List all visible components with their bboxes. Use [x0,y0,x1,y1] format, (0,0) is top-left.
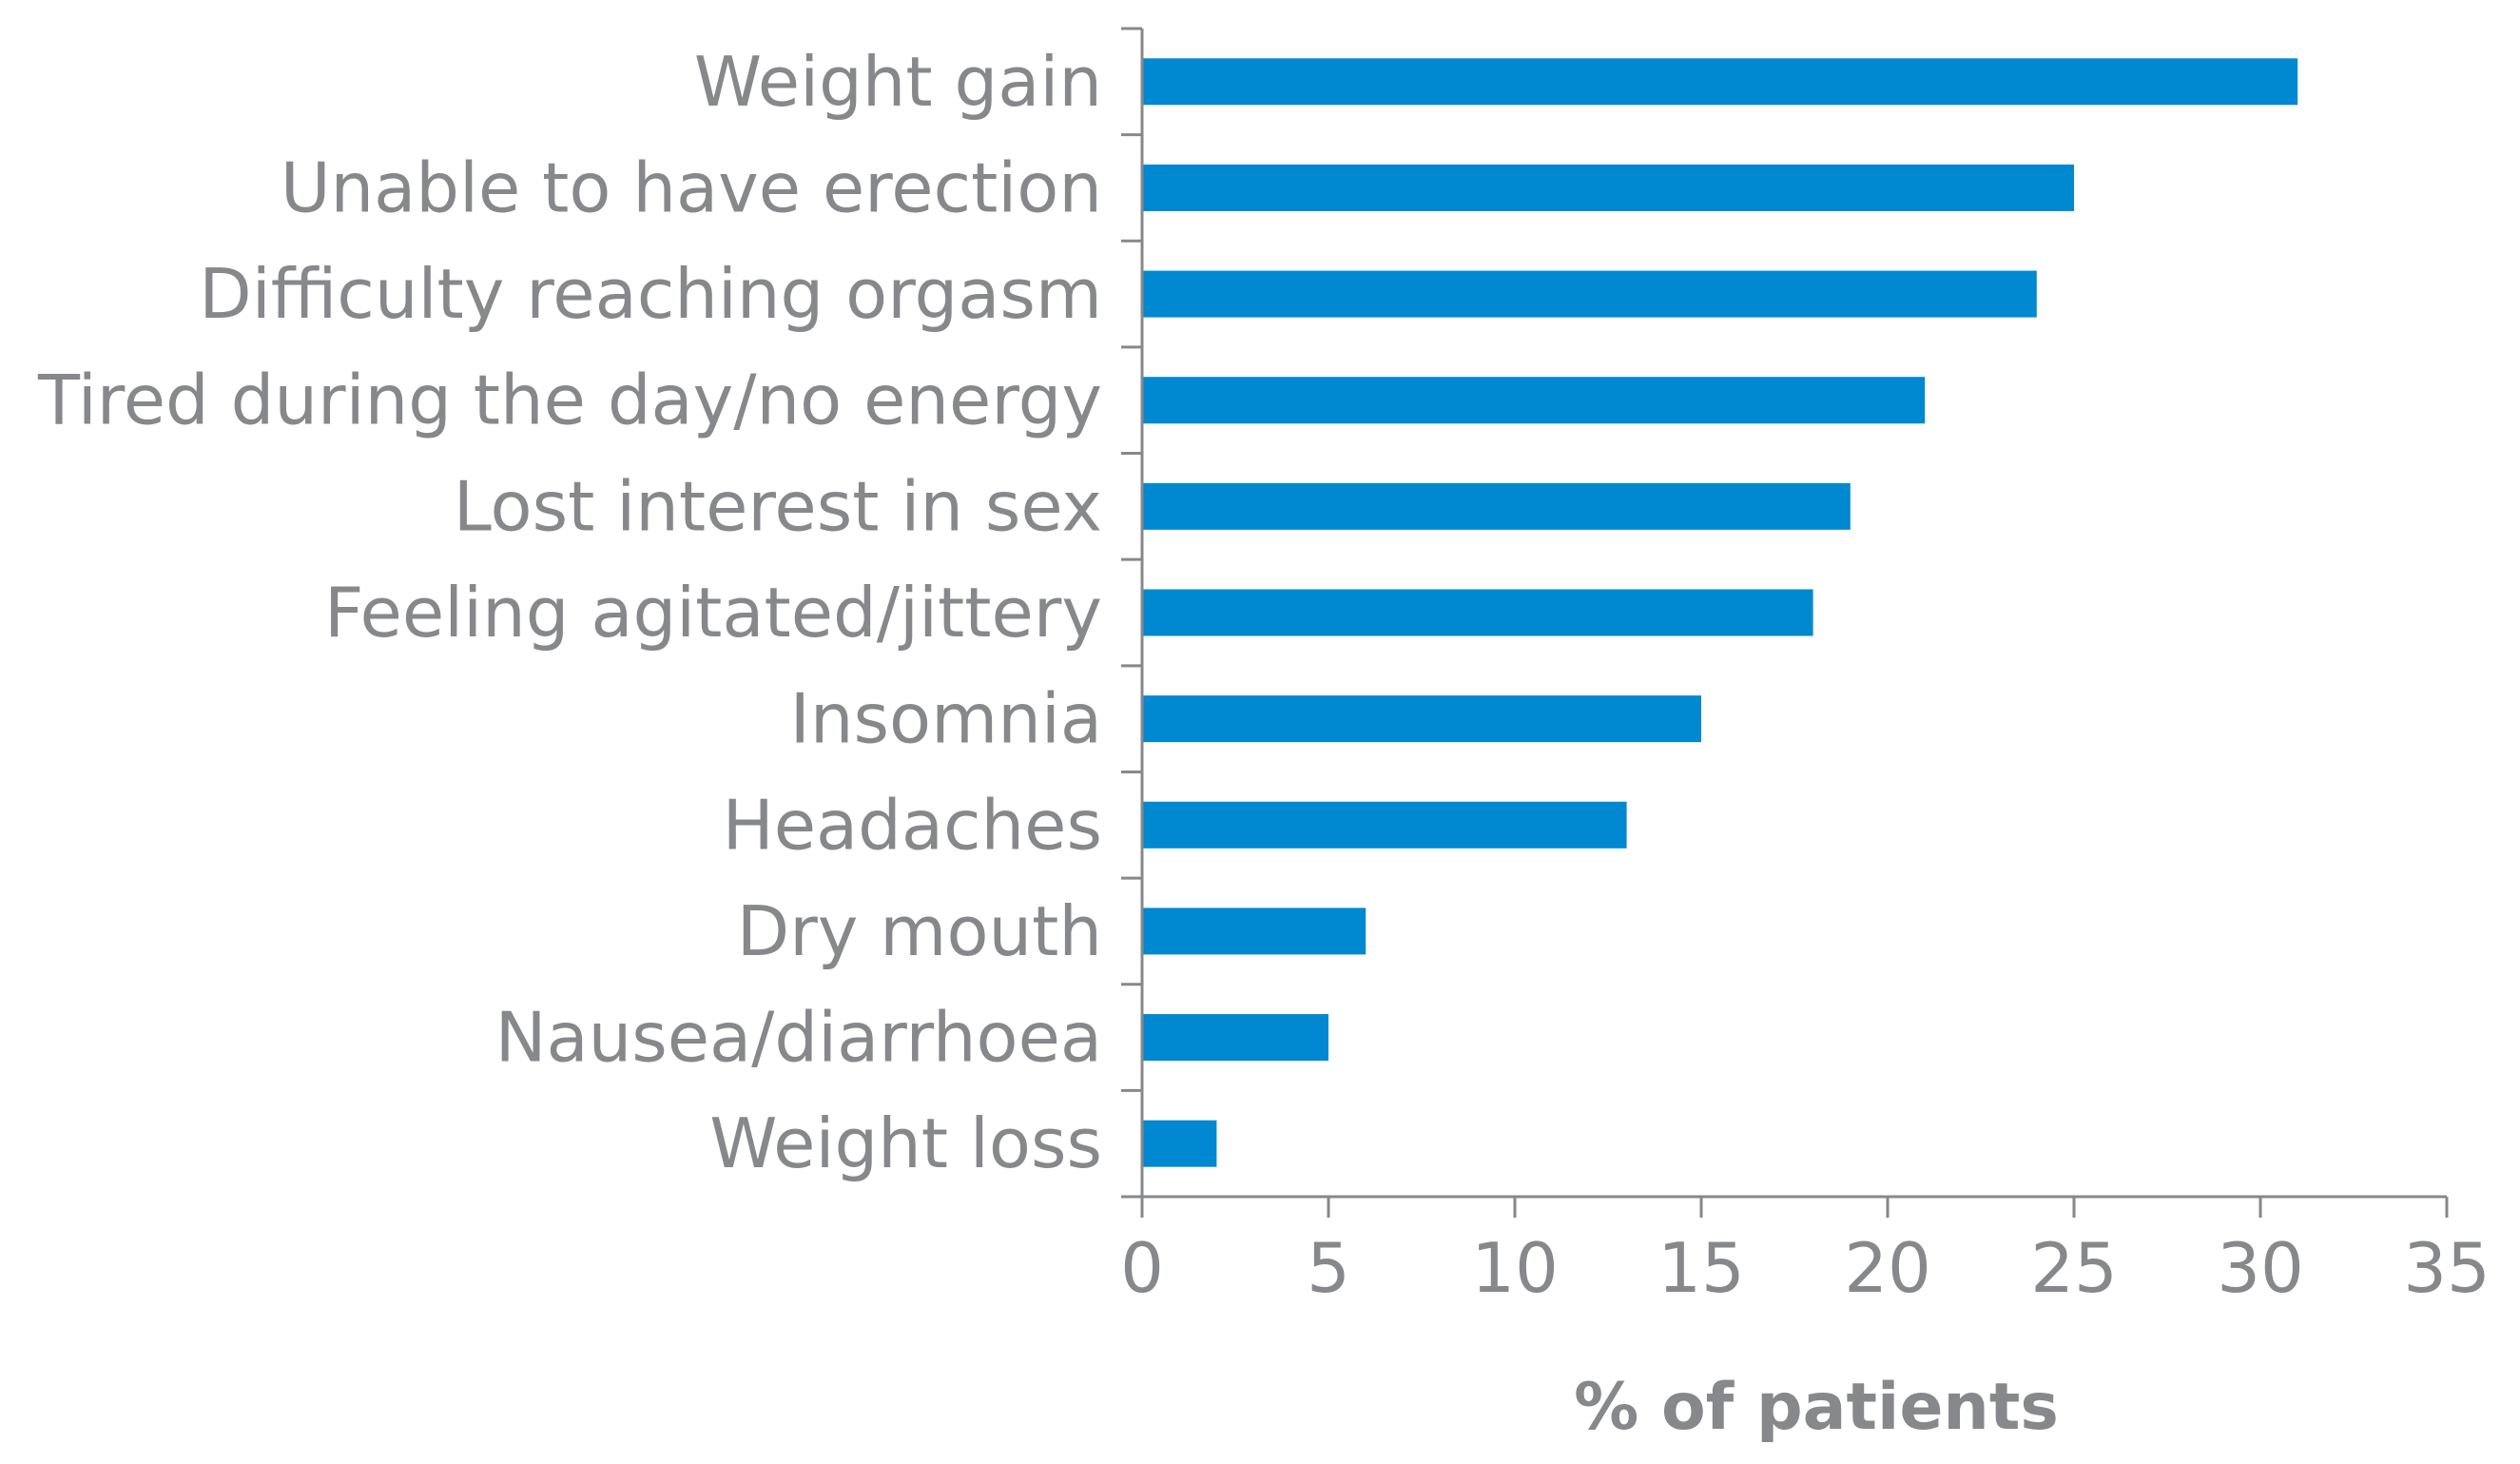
category-label: Dry mouth [737,891,1102,971]
category-label: Weight gain [694,42,1102,122]
category-label: Feeling agitated/jittery [324,573,1102,653]
x-tick-label: 20 [1844,1228,1931,1308]
x-tick-label: 5 [1307,1228,1350,1308]
category-label: Headaches [723,785,1102,865]
x-tick-label: 0 [1120,1228,1164,1308]
x-tick-label: 35 [2403,1228,2491,1308]
category-label: Lost interest in sex [454,466,1102,546]
x-tick-label: 25 [2030,1228,2118,1308]
category-label: Tired during the day/no energy [37,361,1102,440]
bars-group [1142,58,2298,1167]
bar [1142,1120,1217,1167]
bar [1142,164,2074,211]
category-label: Weight loss [709,1103,1102,1183]
bar [1142,589,1813,636]
category-label: Difficulty reaching orgasm [199,254,1102,334]
category-label: Nausea/diarrhoea [495,998,1102,1078]
category-labels: Weight gain Unable to have erection Diffic… [37,42,1102,1183]
bar [1142,482,1851,530]
axes-group [1121,27,2449,1218]
bar [1142,695,1701,743]
bar [1142,377,1926,424]
bar [1142,58,2298,106]
bar [1142,801,1627,849]
x-tick-label: 10 [1471,1228,1559,1308]
category-label: Insomnia [790,679,1102,759]
bar [1142,908,1367,955]
x-tick-labels: 0 5 10 15 20 25 30 35 [1120,1228,2491,1308]
category-label: Unable to have erection [281,147,1102,227]
x-tick-label: 30 [2217,1228,2304,1308]
x-axis-title: % of patients [1574,1370,2059,1445]
bar [1142,1014,1328,1062]
bar [1142,270,2037,318]
x-tick-label: 15 [1657,1228,1745,1308]
